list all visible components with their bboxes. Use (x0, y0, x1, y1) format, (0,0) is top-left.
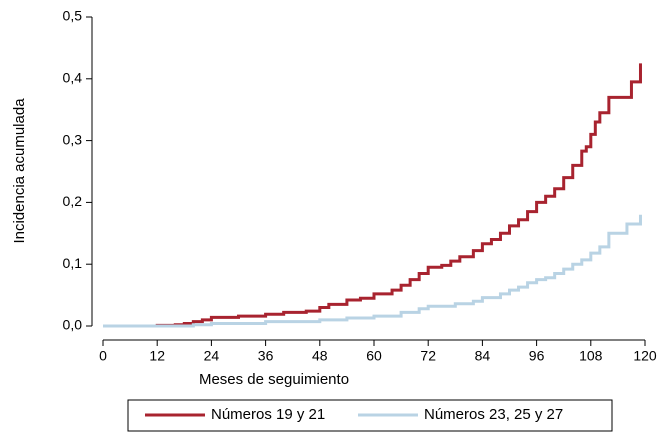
x-tick-label: 48 (312, 348, 328, 364)
y-tick-label: 0,2 (63, 193, 83, 209)
series-line (103, 214, 642, 328)
x-tick-label: 24 (204, 348, 220, 364)
x-tick-label: 36 (258, 348, 274, 364)
y-tick-label: 0,4 (63, 70, 83, 86)
y-tick-label: 0,3 (63, 131, 83, 147)
series-line (103, 63, 642, 328)
y-tick-label: 0,0 (63, 317, 83, 333)
x-tick-label: 0 (99, 348, 107, 364)
y-tick-label: 0,1 (63, 255, 83, 271)
x-axis-title: Meses de seguimiento (199, 371, 349, 388)
legend-label: Números 19 y 21 (211, 406, 325, 423)
x-tick-label: 108 (579, 348, 603, 364)
x-tick-label: 96 (529, 348, 545, 364)
x-tick-label: 12 (149, 348, 165, 364)
x-tick-label: 72 (420, 348, 436, 364)
legend-label: Números 23, 25 y 27 (424, 406, 563, 423)
x-tick-label: 120 (633, 348, 657, 364)
x-tick-label: 84 (475, 348, 491, 364)
y-axis-title: Incidencia acumulada (11, 98, 28, 244)
x-tick-label: 60 (366, 348, 382, 364)
y-tick-label: 0,5 (63, 8, 83, 24)
